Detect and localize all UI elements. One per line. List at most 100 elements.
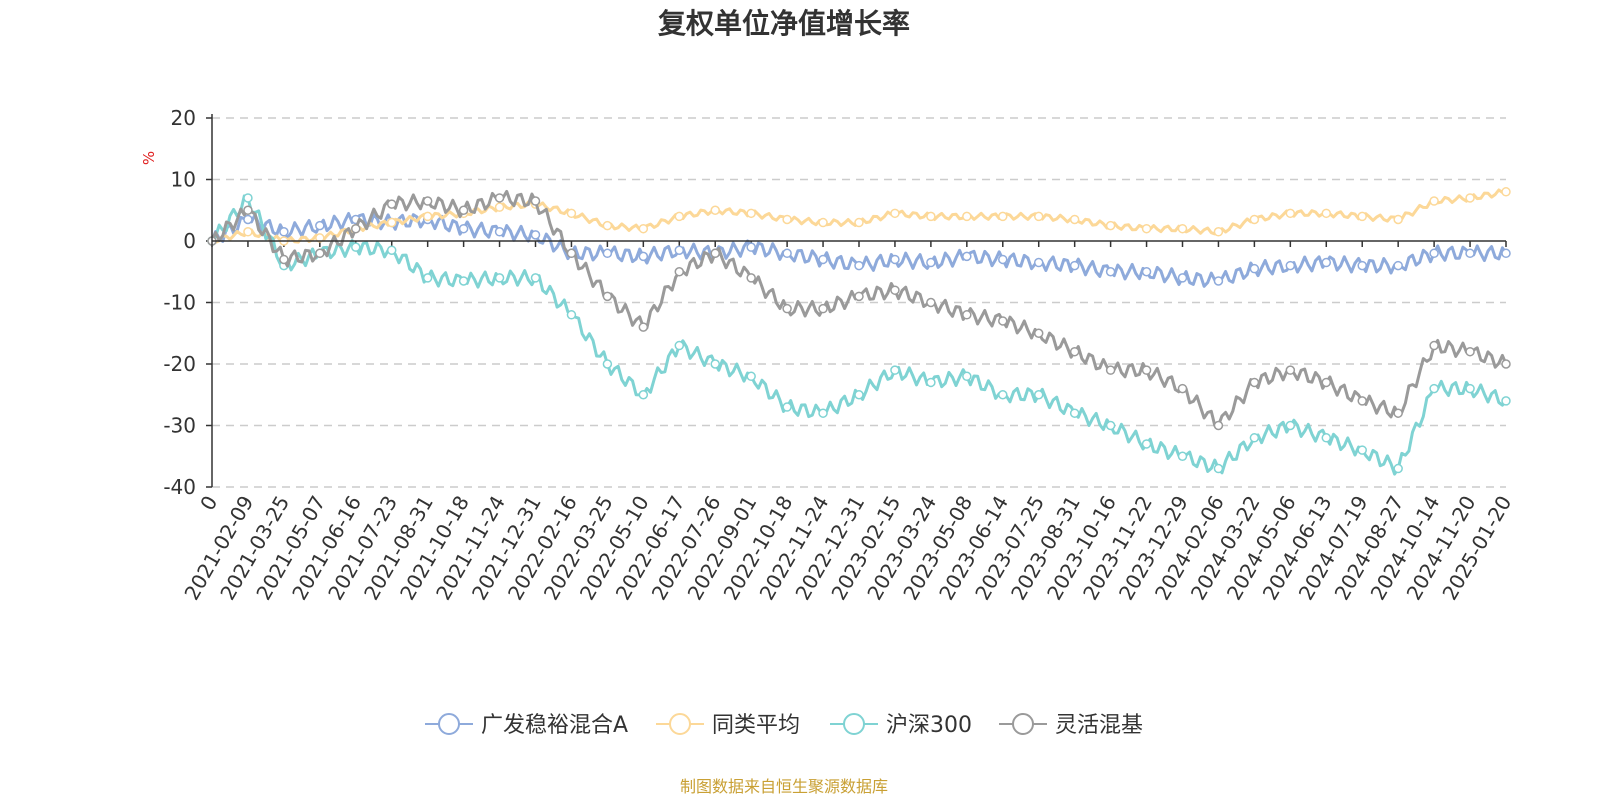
series-peer (207, 187, 1511, 246)
data-point (386, 245, 397, 255)
data-point (1213, 420, 1224, 431)
data-point (458, 205, 469, 215)
data-point (386, 217, 397, 228)
data-point (1177, 383, 1188, 394)
legend-label: 广发稳裕混合A (481, 713, 628, 738)
data-point (315, 220, 325, 231)
legend-item[interactable]: 广发稳裕混合A (425, 713, 628, 738)
data-point (279, 227, 289, 237)
series-index (207, 193, 1511, 476)
data-point (854, 390, 864, 400)
series-line (211, 188, 1507, 244)
data-point (1141, 439, 1152, 449)
data-point (638, 251, 649, 262)
data-point (243, 214, 253, 225)
data-point (1105, 220, 1116, 231)
data-point (243, 193, 253, 203)
data-point (351, 242, 361, 252)
legend[interactable]: 广发稳裕混合A 同类平均 沪深300 灵活混基 (425, 713, 1143, 738)
data-point (926, 211, 936, 222)
legend-marker (843, 713, 865, 735)
data-point (782, 402, 792, 412)
data-point (746, 273, 756, 283)
data-point (854, 291, 864, 302)
y-tick-label: 20 (171, 106, 196, 130)
data-point (1357, 445, 1367, 455)
data-point (243, 205, 253, 215)
data-point (998, 390, 1008, 400)
y-tick-label: -10 (163, 291, 196, 315)
data-point (926, 377, 936, 388)
series-line (210, 194, 1508, 476)
data-point (674, 340, 685, 351)
data-point (1177, 223, 1188, 234)
data-point (1465, 383, 1475, 394)
data-point (1105, 420, 1116, 431)
data-point (1465, 193, 1475, 203)
data-point (746, 208, 756, 219)
data-point (1321, 208, 1332, 219)
legend-item[interactable]: 同类平均 (656, 713, 800, 738)
data-point (530, 196, 541, 206)
data-point (1069, 260, 1080, 271)
data-point (494, 193, 505, 203)
data-point (1141, 223, 1152, 234)
data-point (1069, 408, 1080, 418)
y-tick-label: 0 (183, 229, 196, 253)
data-point (782, 248, 792, 259)
series-flex (207, 189, 1511, 431)
legend-label: 灵活混基 (1055, 713, 1143, 738)
data-point (1249, 377, 1260, 388)
legend-marker (438, 713, 460, 735)
y-tick-label: -40 (163, 475, 196, 499)
data-point (638, 223, 649, 234)
series-layer (207, 187, 1511, 476)
data-point (1501, 248, 1511, 259)
data-point (1249, 263, 1260, 274)
data-point (602, 248, 613, 259)
data-point (602, 291, 613, 302)
data-point (674, 245, 685, 255)
data-point (1249, 433, 1260, 443)
data-point (1141, 267, 1152, 277)
legend-item[interactable]: 灵活混基 (999, 713, 1143, 738)
data-point (818, 254, 828, 265)
data-point (1429, 248, 1439, 259)
data-point (1321, 377, 1332, 388)
data-point (674, 211, 685, 222)
data-point (1285, 208, 1296, 219)
y-tick-label: 10 (171, 168, 196, 192)
data-point (638, 322, 649, 332)
data-point (782, 214, 792, 225)
x-axis-ticks: 02021-02-092021-03-252021-05-072021-06-1… (179, 241, 1516, 604)
data-point (818, 217, 828, 228)
data-point (1069, 346, 1080, 357)
data-point (1357, 211, 1367, 222)
data-point (1105, 365, 1116, 375)
data-point (386, 199, 397, 209)
data-point (602, 220, 613, 231)
data-point (1393, 408, 1403, 418)
data-point (1393, 463, 1403, 474)
data-point (818, 303, 828, 314)
data-point (566, 310, 577, 320)
data-point (1213, 227, 1224, 237)
data-point (1285, 365, 1296, 375)
data-point (890, 285, 900, 295)
legend-marker (669, 713, 691, 735)
data-point (1285, 260, 1296, 271)
data-point (962, 310, 972, 320)
legend-item[interactable]: 沪深300 (830, 713, 972, 738)
chart-title: 复权单位净值增长率 (658, 7, 910, 40)
data-point (1501, 187, 1511, 197)
data-point (890, 254, 900, 265)
data-point (962, 371, 972, 382)
data-point (746, 242, 756, 252)
data-point (1213, 276, 1224, 286)
y-tick-label: -20 (163, 352, 196, 376)
data-point (1141, 365, 1152, 375)
data-point (1285, 420, 1296, 431)
legend-label: 沪深300 (886, 713, 972, 738)
data-point (710, 205, 720, 215)
